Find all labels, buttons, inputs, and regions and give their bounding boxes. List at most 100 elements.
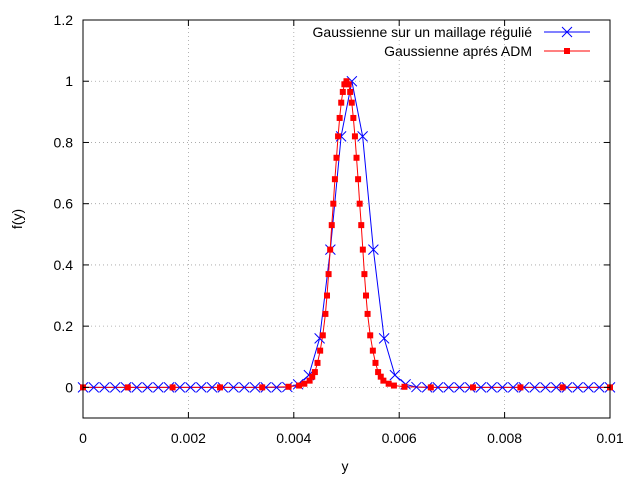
legend-label-series-2: Gaussienne aprés ADM	[384, 43, 532, 59]
y-tick-label: 1.2	[54, 12, 74, 28]
series-2-point	[377, 373, 384, 380]
series-2-point	[324, 292, 331, 299]
series-1-point	[271, 382, 282, 393]
series-2-point	[345, 81, 352, 88]
series-markers	[77, 75, 616, 393]
series-1-point	[163, 382, 175, 393]
series-1-point	[443, 382, 455, 393]
series-1-point	[529, 382, 541, 393]
series-2-point	[361, 271, 368, 278]
series-2-point	[356, 200, 363, 207]
series-1-point	[131, 382, 143, 393]
series-2-point	[259, 384, 266, 391]
legend: Gaussienne sur un maillage régulié Gauss…	[313, 24, 590, 59]
plot-frame	[82, 19, 611, 419]
x-tick-label: 0.01	[596, 430, 623, 446]
series-1-point	[260, 382, 272, 393]
series-1-point	[550, 382, 562, 393]
series-2-point	[385, 380, 392, 387]
series-1-point	[109, 382, 121, 393]
series-2-point	[217, 384, 224, 391]
series-1-point	[507, 382, 519, 393]
series-2-point	[317, 347, 324, 354]
series-1-point	[411, 381, 422, 393]
series-1-point	[421, 382, 433, 393]
series-2-point	[353, 154, 360, 161]
series-2-point	[311, 369, 318, 376]
series-1-point	[475, 382, 487, 393]
series-2-point	[124, 384, 131, 391]
series-1-point	[238, 382, 250, 393]
series-1-point	[378, 333, 390, 344]
series-1-point	[152, 382, 164, 393]
series-1-point	[583, 382, 594, 393]
series-1-point	[357, 130, 368, 142]
legend-marker-series-1	[561, 26, 573, 38]
series-2-point	[369, 347, 376, 354]
series-2-point	[343, 78, 350, 85]
series-1-point	[593, 382, 605, 393]
series-2-point	[333, 154, 340, 161]
series-1-point	[99, 382, 110, 393]
series-2-point	[358, 222, 365, 229]
x-tick-label: 0.006	[382, 430, 417, 446]
y-tick-labels: 0 0.2 0.4 0.6 0.8 1 1.2	[54, 12, 74, 395]
series-2-point	[380, 377, 387, 384]
y-tick-label: 0.8	[54, 134, 74, 150]
series-1-point	[368, 244, 379, 255]
x-axis-label: y	[342, 458, 349, 474]
y-tick-label: 1	[65, 73, 73, 89]
series-2-point	[169, 384, 176, 391]
series-1-point	[174, 382, 186, 393]
series-2-point	[306, 377, 313, 384]
series-2-point	[364, 310, 371, 317]
series-1-point	[540, 382, 551, 393]
series-2-point	[301, 380, 308, 387]
series-2-point	[390, 382, 397, 389]
series-2-point	[341, 81, 348, 88]
series-1-point	[228, 382, 239, 393]
y-tick-label: 0.6	[54, 196, 74, 212]
ticks	[82, 19, 611, 418]
series-1-point	[335, 130, 347, 142]
series-2-point	[319, 332, 326, 339]
series-1-point	[486, 382, 498, 393]
series-2-point	[338, 99, 345, 106]
series-line-1	[83, 81, 610, 388]
series-1-point	[454, 382, 465, 393]
series-2-point	[469, 384, 476, 391]
series-2-point	[325, 271, 332, 278]
legend-label-series-1: Gaussienne sur un maillage régulié	[313, 24, 533, 40]
x-tick-labels: 0 0.002 0.004 0.006 0.008 0.01	[79, 430, 624, 446]
series-2-point	[322, 310, 329, 317]
series-1-point	[185, 382, 196, 393]
x-tick-label: 0.002	[171, 430, 206, 446]
series-1-point	[389, 369, 401, 381]
series-line-2	[83, 80, 610, 388]
series-1-point	[497, 382, 508, 393]
series-2-point	[339, 88, 346, 95]
series-1-point	[561, 382, 573, 393]
series-lines	[83, 80, 610, 388]
series-2-point	[336, 114, 343, 121]
series-2-point	[296, 382, 303, 389]
series-1-point	[88, 382, 100, 393]
y-tick-label: 0	[65, 379, 73, 395]
series-1-point	[432, 382, 444, 393]
series-2-point	[517, 384, 524, 391]
series-2-point	[350, 114, 357, 121]
x-tick-label: 0.004	[276, 430, 311, 446]
series-2-point	[314, 359, 321, 366]
series-2-point	[372, 359, 379, 366]
series-2-point	[355, 176, 362, 183]
series-2-point	[362, 292, 369, 299]
series-2-point	[285, 383, 292, 390]
series-1-point	[249, 382, 261, 393]
y-tick-label: 0.2	[54, 318, 74, 334]
series-2-point	[347, 88, 354, 95]
series-2-point	[328, 222, 335, 229]
series-2-point	[367, 332, 374, 339]
series-1-point	[142, 382, 153, 393]
series-1-point	[518, 382, 530, 393]
